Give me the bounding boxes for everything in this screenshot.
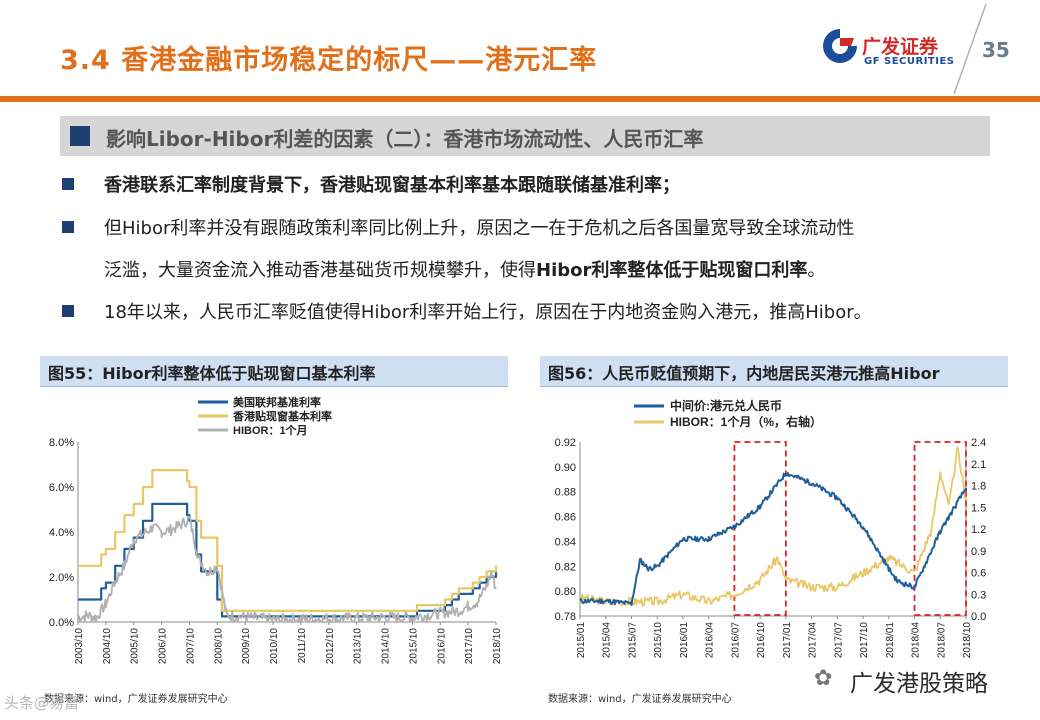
y-tick-label: 0.92: [555, 437, 576, 449]
section-heading-bar: [60, 116, 990, 156]
x-tick-label: 2014/10: [381, 628, 392, 665]
bullet-icon: [62, 178, 74, 190]
bullet-2-text-a: 泛滥，大量资金流入推动香港基础货币规模攀升，使得: [104, 260, 536, 281]
x-tick-label: 2017/01: [782, 622, 793, 659]
x-tick-label: 2016/07: [730, 622, 741, 659]
y-right-tick-label: 2.4: [971, 437, 986, 449]
x-tick-label: 2012/10: [325, 628, 336, 665]
page-title: 3.4 香港金融市场稳定的标尺——港元汇率: [60, 45, 598, 76]
x-tick-label: 2018/07: [936, 622, 947, 659]
x-tick-label: 2013/10: [353, 628, 364, 665]
x-tick-label: 2015/04: [602, 622, 613, 659]
y-tick-label: 6.0%: [49, 482, 74, 494]
x-tick-label: 2009/10: [241, 628, 252, 665]
watermark-text: 广发港股策略: [850, 671, 988, 697]
figure56-title-bar: 图56：人民币贬值预期下，内地居民买港元推高Hibor: [540, 356, 1008, 387]
x-tick-label: 2016/04: [705, 622, 716, 659]
x-tick-label: 2017/10: [464, 628, 475, 665]
bullet-1-text: 香港联系汇率制度背景下，香港贴现窗基本利率基本跟随联储基准利率；: [104, 175, 680, 196]
x-tick-label: 2004/10: [102, 628, 113, 665]
y-tick-label: 0.80: [555, 586, 576, 598]
figure56-title: 图56：人民币贬值预期下，内地居民买港元推高Hibor: [548, 364, 940, 383]
x-tick-label: 2006/10: [158, 628, 169, 665]
series-hibor-1m: [77, 515, 497, 623]
highlight-box: [913, 441, 967, 616]
y-right-tick-label: 1.2: [971, 524, 986, 536]
x-tick-label: 2010/10: [269, 628, 280, 665]
x-tick-label: 2018/10: [962, 622, 973, 659]
figure56-chart: 0.78 0.80 0.82 0.84 0.86 0.88 0.90 0.92 0.0 0.3 0.…: [555, 398, 987, 659]
gf-logo-icon: [823, 29, 857, 63]
x-tick-label: 2017/10: [859, 622, 870, 659]
x-tick-label: 2016/10: [756, 622, 767, 659]
y-tick-label: 0.90: [555, 462, 576, 474]
series-hkd-cny: [579, 472, 967, 606]
y-right-tick-label: 2.1: [971, 459, 986, 471]
bullet-2-text-bold: Hibor利率整体低于贴现窗口利率: [536, 260, 808, 281]
y-tick-label: 2.0%: [49, 572, 74, 584]
x-tick-label: 2005/10: [130, 628, 141, 665]
y-right-tick-label: 0.0: [971, 611, 986, 623]
bullet-icon: [62, 221, 74, 233]
x-tick-label: 2017/04: [808, 622, 819, 659]
x-tick-label: 2008/10: [213, 628, 224, 665]
gf-securities-logo: 广发证券 GF SECURITIES: [820, 26, 970, 76]
x-tick-label: 2015/10: [653, 622, 664, 659]
y-tick-label: 0.0%: [49, 617, 74, 629]
y-tick-label: 4.0%: [49, 527, 74, 539]
highlight-box: [733, 441, 787, 616]
bullet-icon: [62, 305, 74, 317]
legend-label: 香港贴现窗基本利率: [232, 409, 332, 423]
page-number: 35: [982, 38, 1010, 62]
logo-text-en: GF SECURITIES: [864, 56, 955, 67]
y-tick-label: 8.0%: [49, 437, 74, 449]
x-tick-label: 2011/10: [297, 628, 308, 664]
figure55-source: 数据来源：wind，广发证券发展研究中心: [44, 694, 228, 705]
x-tick-label: 2003/10: [74, 628, 85, 665]
figure55-chart: 0.0% 2.0% 4.0% 6.0% 8.0% 2003/10 2004/10 2005/1…: [49, 395, 503, 665]
header-divider: [953, 4, 987, 94]
logo-text-cn: 广发证券: [862, 36, 939, 58]
wechat-icon: ✿: [814, 666, 833, 691]
x-tick-label: 2015/01: [576, 622, 587, 659]
bullet-2-line-1: 但Hibor利率并没有跟随政策利率同比例上升，原因之一在于危机之后各国量宽导致全…: [104, 218, 855, 239]
legend-label: HIBOR：1个月: [233, 423, 308, 437]
y-right-tick-label: 0.6: [971, 568, 986, 580]
legend-label: 中间价:港元兑人民币: [670, 398, 782, 413]
x-tick-label: 2017/07: [833, 622, 844, 659]
bullet-2-text-c: 。: [807, 260, 826, 281]
y-tick-label: 0.78: [555, 611, 576, 623]
legend-label: HIBOR：1个月（%，右轴）: [670, 414, 822, 429]
x-tick-label: 2018/01: [885, 622, 896, 659]
section-marker-icon: [70, 126, 90, 146]
x-tick-label: 2007/10: [185, 628, 196, 665]
figure56-source: 数据来源：wind，广发证券发展研究中心: [548, 694, 732, 705]
x-tick-label: 2015/10: [408, 628, 419, 665]
y-right-tick-label: 0.3: [971, 589, 986, 601]
figure55-title: 图55：Hibor利率整体低于贴现窗口基本利率: [48, 364, 376, 383]
section-heading: 影响Libor-Hibor利差的因素（二）：香港市场流动性、人民币汇率: [106, 127, 704, 151]
x-tick-label: 2018/04: [911, 622, 922, 659]
series-us-fed-rate: [78, 502, 498, 618]
series-hibor-1m: [579, 446, 967, 607]
x-tick-label: 2016/01: [679, 622, 690, 659]
y-tick-label: 0.86: [555, 512, 576, 524]
y-tick-label: 0.84: [555, 536, 576, 548]
y-tick-label: 0.82: [555, 561, 576, 573]
bullet-2-line-2: 泛滥，大量资金流入推动香港基础货币规模攀升，使得Hibor利率整体低于贴现窗口利…: [104, 256, 825, 282]
x-tick-label: 2018/10: [492, 628, 503, 665]
header-rule: [0, 96, 1040, 102]
legend-label: 美国联邦基准利率: [233, 395, 321, 409]
series-hk-base-rate: [78, 469, 498, 612]
y-tick-label: 0.88: [555, 487, 576, 499]
figure55-title-bar: 图55：Hibor利率整体低于贴现窗口基本利率: [40, 356, 508, 387]
x-tick-label: 2015/07: [627, 622, 638, 659]
corner-watermark: 头条@易富: [4, 694, 80, 712]
y-right-tick-label: 0.9: [971, 546, 986, 558]
y-right-tick-label: 1.8: [971, 481, 986, 493]
bullet-3-text: 18年以来，人民币汇率贬值使得Hibor利率开始上行，原因在于内地资金购入港元，…: [104, 302, 872, 323]
x-tick-label: 2016/10: [436, 628, 447, 665]
y-right-tick-label: 1.5: [971, 502, 986, 514]
